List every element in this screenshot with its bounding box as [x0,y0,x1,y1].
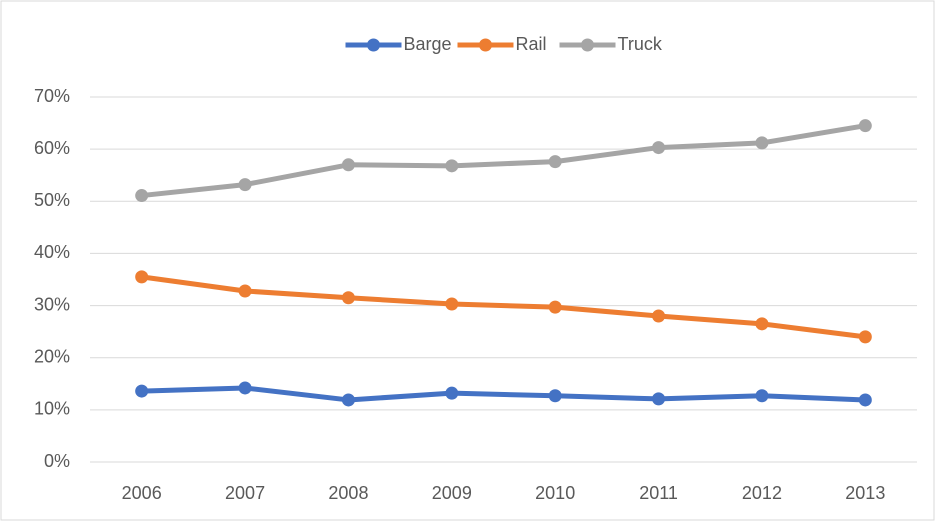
x-tick-label: 2009 [432,483,472,503]
y-tick-label: 0% [44,451,70,471]
y-tick-label: 20% [34,346,70,366]
y-tick-label: 50% [34,190,70,210]
series-marker [548,389,562,403]
x-tick-label: 2008 [328,483,368,503]
series-marker [652,309,666,323]
series-marker [238,178,252,192]
x-tick-label: 2006 [122,483,162,503]
series-marker [755,389,769,403]
series-marker [238,381,252,395]
series-marker [135,384,149,398]
x-tick-label: 2013 [845,483,885,503]
y-tick-label: 30% [34,294,70,314]
series-marker [858,393,872,407]
series-marker [341,291,355,305]
legend-label: Barge [404,34,452,54]
series-marker [755,136,769,150]
legend-marker [581,38,594,52]
series-marker [652,392,666,406]
x-tick-label: 2010 [535,483,575,503]
series-marker [238,284,252,298]
series-marker [445,297,459,311]
series-line [139,385,868,403]
series-line [139,123,868,199]
series-line [139,274,868,340]
legend-marker [479,38,492,52]
y-tick-label: 10% [34,399,70,419]
legend-label: Rail [516,34,547,54]
y-tick-label: 60% [34,138,70,158]
series-marker [135,189,149,203]
series-marker [135,270,149,284]
series-marker [755,317,769,331]
series-marker [445,386,459,400]
series-marker [858,119,872,133]
x-tick-label: 2011 [639,483,678,503]
y-tick-label: 40% [34,242,70,262]
legend-label: Truck [618,34,663,54]
series-marker [445,159,459,173]
series-marker [341,393,355,407]
series-marker [548,155,562,169]
series-marker [652,141,666,155]
series-marker [548,300,562,314]
y-tick-label: 70% [34,86,70,106]
legend-marker [367,38,380,52]
x-tick-label: 2012 [742,483,782,503]
x-tick-label: 2007 [225,483,265,503]
series-marker [341,158,355,172]
series-marker [858,330,872,344]
